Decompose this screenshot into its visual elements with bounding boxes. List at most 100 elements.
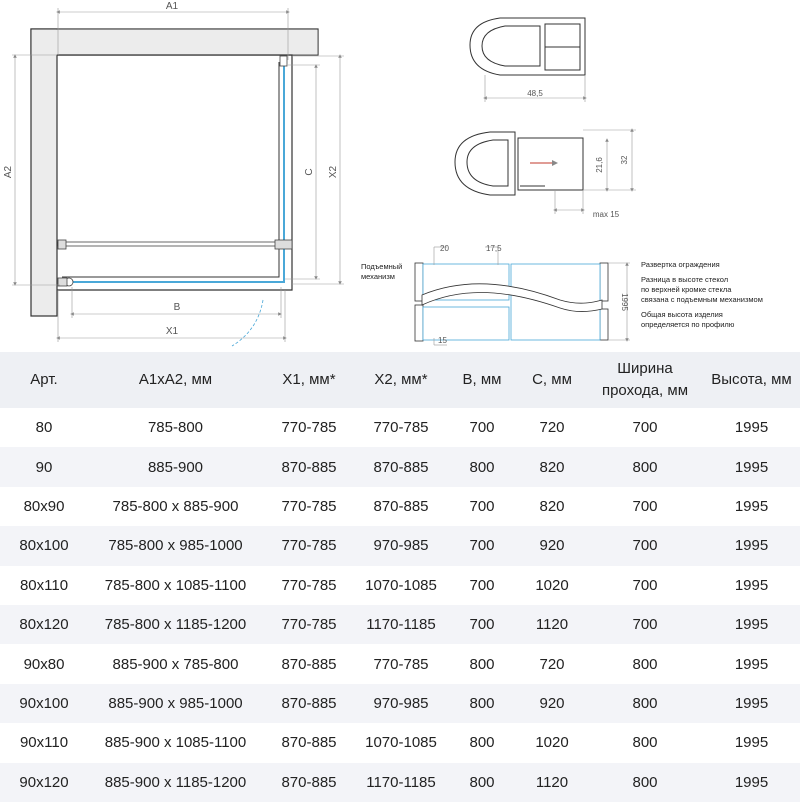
table-cell: 885-900 x 1085-1100 — [104, 734, 247, 752]
header-passage-width: Ширина прохода, мм — [587, 352, 703, 408]
table-cell: 700 — [632, 497, 658, 515]
table-cell: 870-885 — [281, 655, 337, 673]
label-48-5: 48,5 — [527, 89, 543, 98]
table-cell: 90x100 — [0, 683, 88, 724]
table-row: 80x110 785-800 x 1085-1100 770-785 1070-108… — [0, 566, 800, 605]
table-cell: 700 — [632, 419, 658, 437]
table-cell: 80 — [35, 419, 53, 437]
table-row: 90x120 885-900 x 1185-1200 870-885 1170-118… — [0, 762, 800, 802]
table-row: 90x110 885-900 x 1085-1100 870-885 1070-108… — [0, 723, 800, 762]
label-x1: X1 — [166, 326, 179, 337]
table-cell: 770-785 — [373, 419, 429, 437]
table-cell: 80x110 — [19, 576, 69, 594]
label-a1: A1 — [166, 1, 179, 12]
table-cell: 970-985 — [355, 526, 447, 566]
profile-section-top: 48,5 — [469, 17, 587, 102]
header-height: Высота, мм — [703, 352, 800, 408]
table-cell: 1995 — [703, 526, 800, 566]
table-cell: 800 — [447, 447, 517, 487]
table-row: 80x120 785-800 x 1185-1200 770-785 1170-118… — [0, 604, 800, 645]
table-cell: 1995 — [703, 762, 800, 802]
label-a2: A2 — [3, 165, 14, 178]
label-1995: 1995 — [620, 293, 629, 311]
table-cell: 1995 — [734, 497, 769, 515]
table-cell: 885-900 x 785-800 — [112, 655, 239, 673]
table-row: 90x80 885-900 x 785-800 870-885 770-785 800 7… — [0, 644, 800, 683]
table-cell: 770-785 — [263, 526, 355, 566]
label-32: 32 — [620, 155, 629, 164]
table-cell: 920 — [517, 526, 587, 566]
table-cell: 885-900 x 1185-1200 — [88, 762, 263, 802]
table-row: 80x100 785-800 x 985-1000 770-785 970-985 70… — [0, 526, 800, 566]
table-cell: 80x90 — [23, 497, 65, 515]
table-cell: 785-800 x 1085-1100 — [104, 576, 247, 594]
table-cell: 1995 — [734, 576, 769, 594]
table-cell: 1120 — [517, 604, 587, 645]
header-art: Арт. — [0, 352, 88, 408]
table-cell: 770-785 — [281, 419, 337, 437]
label-b: B — [174, 302, 181, 313]
towel-bar — [57, 241, 289, 247]
table-cell: 700 — [587, 526, 703, 566]
header-x1: X1, мм* — [263, 352, 355, 408]
table-cell: 90 — [0, 447, 88, 487]
label-max-15: max 15 — [593, 210, 620, 219]
unfold-notes: Развертка ограждения Разница в высоте ст… — [641, 260, 763, 330]
dimensions-table: Арт. A1xA2, мм X1, мм* X2, мм* B, мм C, … — [0, 352, 800, 802]
table-cell: 800 — [469, 655, 495, 673]
table-cell: 1020 — [535, 734, 569, 752]
table-cell: 700 — [469, 419, 495, 437]
table-cell: 1995 — [703, 604, 800, 645]
table-cell: 720 — [539, 655, 565, 673]
table-cell: 1995 — [703, 447, 800, 487]
table-cell: 1170-1185 — [355, 604, 447, 645]
table-cell: 700 — [447, 526, 517, 566]
table-cell: 90x110 — [19, 734, 69, 752]
technical-drawing: A1 A2 C X2 B X1 48,5 21,6 32 ma — [3, 1, 636, 347]
table-cell: 785-800 x 1185-1200 — [88, 604, 263, 645]
table-cell: 785-800 — [147, 419, 204, 437]
table-row: 90 885-900 870-885 870-885 800 820 800 1995 — [0, 447, 800, 487]
table-cell: 700 — [469, 576, 495, 594]
table-cell: 785-800 x 985-1000 — [88, 526, 263, 566]
label-21-6: 21,6 — [595, 157, 604, 173]
table-cell: 1070-1085 — [365, 734, 437, 752]
header-c: C, мм — [517, 352, 587, 408]
note-height-diff: Разница в высоте стекол по верхней кромк… — [641, 275, 763, 304]
table-cell: 800 — [587, 762, 703, 802]
table-cell: 1120 — [517, 762, 587, 802]
wall-left — [30, 28, 58, 317]
table-cell: 770-785 — [373, 655, 429, 673]
label-17-5: 17,5 — [486, 244, 502, 253]
table-cell: 870-885 — [263, 447, 355, 487]
note-title: Развертка ограждения — [641, 260, 720, 269]
table-cell: 700 — [447, 604, 517, 645]
table-cell: 770-785 — [281, 576, 337, 594]
table-row: 90x100 885-900 x 985-1000 870-885 970-985 80… — [0, 683, 800, 724]
table-cell: 800 — [632, 655, 658, 673]
note-total-height: Общая высота изделия определяется по про… — [641, 310, 735, 329]
table-cell: 870-885 — [281, 734, 337, 752]
table-cell: 785-800 x 885-900 — [112, 497, 239, 515]
table-cell: 885-900 x 985-1000 — [88, 683, 263, 724]
table-cell: 1995 — [734, 655, 769, 673]
table-cell: 1070-1085 — [365, 576, 437, 594]
table-cell: 1020 — [535, 576, 569, 594]
table-cell: 870-885 — [355, 447, 447, 487]
table-header: Арт. A1xA2, мм X1, мм* X2, мм* B, мм C, … — [0, 352, 800, 408]
unfold-view: 20 17,5 15 1995 — [414, 244, 630, 346]
table-row: 80 785-800 770-785 770-785 700 720 700 1995 — [0, 408, 800, 447]
label-x2: X2 — [328, 165, 339, 178]
label-15: 15 — [438, 336, 447, 345]
label-c: C — [304, 168, 315, 175]
table-cell: 90x120 — [0, 762, 88, 802]
table-cell: 800 — [447, 683, 517, 724]
table-cell: 870-885 — [373, 497, 429, 515]
header-x2: X2, мм* — [355, 352, 447, 408]
table-cell: 1170-1185 — [355, 762, 447, 802]
table-cell: 970-985 — [355, 683, 447, 724]
table-cell: 870-885 — [263, 683, 355, 724]
door-swing-arc — [231, 299, 264, 347]
table-cell: 800 — [469, 734, 495, 752]
table-cell: 820 — [517, 447, 587, 487]
